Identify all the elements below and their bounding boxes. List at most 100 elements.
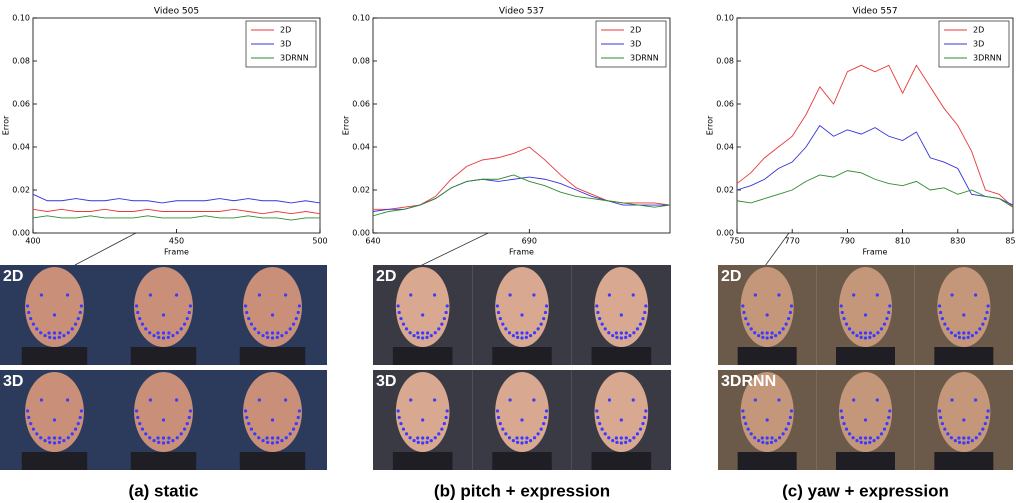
landmark bbox=[957, 335, 962, 340]
landmark bbox=[65, 293, 70, 297]
landmark bbox=[957, 440, 962, 445]
landmark bbox=[638, 427, 643, 431]
landmark bbox=[939, 310, 943, 315]
landmark bbox=[943, 322, 947, 326]
landmark bbox=[781, 327, 785, 331]
y-tick-label: 0.00 bbox=[716, 229, 734, 238]
landmark bbox=[498, 421, 502, 426]
landmark bbox=[396, 409, 400, 413]
chart-title: Video 537 bbox=[499, 7, 544, 17]
landmark bbox=[182, 427, 187, 431]
landmark bbox=[774, 334, 778, 338]
landmark bbox=[187, 415, 191, 420]
landmark bbox=[501, 427, 505, 431]
landmark bbox=[425, 335, 429, 340]
landmark bbox=[611, 334, 615, 338]
landmark bbox=[444, 310, 448, 315]
face bbox=[134, 372, 193, 452]
landmark bbox=[950, 293, 954, 297]
shirt bbox=[239, 452, 306, 470]
landmark bbox=[842, 421, 846, 426]
landmark bbox=[43, 439, 47, 443]
landmark bbox=[52, 313, 57, 317]
landmark bbox=[882, 322, 887, 326]
row-label: 2D bbox=[721, 268, 741, 285]
landmark bbox=[157, 440, 161, 445]
landmark bbox=[614, 331, 618, 335]
landmark bbox=[185, 421, 189, 426]
face bbox=[25, 372, 84, 452]
series-line bbox=[736, 64, 1014, 208]
landmark bbox=[872, 439, 876, 443]
landmark bbox=[437, 432, 441, 436]
landmark bbox=[442, 421, 446, 426]
landmark bbox=[401, 427, 406, 431]
face bbox=[838, 267, 893, 347]
landmark bbox=[276, 331, 280, 335]
x-tick-label: 830 bbox=[950, 237, 965, 246]
landmark bbox=[887, 415, 891, 420]
landmark bbox=[887, 310, 891, 315]
landmark bbox=[275, 335, 279, 340]
landmark bbox=[847, 432, 852, 436]
landmark bbox=[536, 327, 540, 331]
y-tick-label: 0.02 bbox=[716, 186, 734, 195]
landmark bbox=[257, 436, 261, 440]
landmark bbox=[426, 331, 430, 335]
landmark bbox=[39, 331, 43, 335]
landmark bbox=[520, 336, 524, 340]
landmark bbox=[140, 427, 145, 431]
legend-label: 2D bbox=[973, 26, 984, 35]
landmark bbox=[265, 436, 269, 440]
x-tick-label: 400 bbox=[25, 237, 40, 246]
landmark bbox=[742, 415, 746, 420]
landmark bbox=[294, 316, 298, 321]
landmark bbox=[257, 293, 262, 297]
landmark bbox=[746, 427, 750, 431]
landmark bbox=[280, 439, 284, 443]
series-line bbox=[32, 193, 321, 204]
landmark bbox=[520, 436, 524, 440]
landmark bbox=[765, 336, 769, 340]
landmark bbox=[404, 327, 409, 331]
landmark bbox=[31, 427, 36, 431]
landmark bbox=[937, 409, 942, 413]
landmark bbox=[777, 436, 782, 440]
landmark bbox=[851, 436, 855, 440]
landmark bbox=[156, 331, 160, 335]
landmark bbox=[140, 322, 145, 326]
landmark bbox=[175, 331, 179, 335]
landmark bbox=[863, 436, 868, 440]
landmark bbox=[985, 415, 989, 420]
landmark bbox=[957, 331, 961, 335]
landmark bbox=[528, 334, 533, 338]
landmark bbox=[167, 331, 171, 335]
landmark bbox=[607, 398, 612, 402]
landmark bbox=[974, 331, 978, 335]
landmark bbox=[879, 432, 884, 436]
landmark bbox=[644, 304, 648, 308]
landmark bbox=[939, 415, 943, 420]
landmark bbox=[161, 418, 166, 422]
landmark bbox=[188, 409, 193, 413]
landmark bbox=[496, 310, 501, 315]
face bbox=[25, 267, 84, 347]
landmark bbox=[288, 432, 292, 436]
landmark bbox=[981, 322, 985, 326]
landmark bbox=[421, 331, 425, 335]
landmark bbox=[167, 436, 171, 440]
landmark bbox=[532, 293, 536, 297]
landmark bbox=[607, 331, 611, 335]
landmark bbox=[635, 327, 640, 331]
face bbox=[134, 267, 193, 347]
landmark bbox=[769, 335, 774, 340]
landmark bbox=[253, 432, 257, 436]
landmark bbox=[52, 331, 57, 335]
landmark bbox=[859, 335, 863, 340]
landmark bbox=[412, 439, 416, 443]
landmark bbox=[784, 322, 788, 326]
landmark bbox=[528, 439, 533, 443]
landmark bbox=[741, 304, 745, 308]
landmark bbox=[603, 327, 607, 331]
